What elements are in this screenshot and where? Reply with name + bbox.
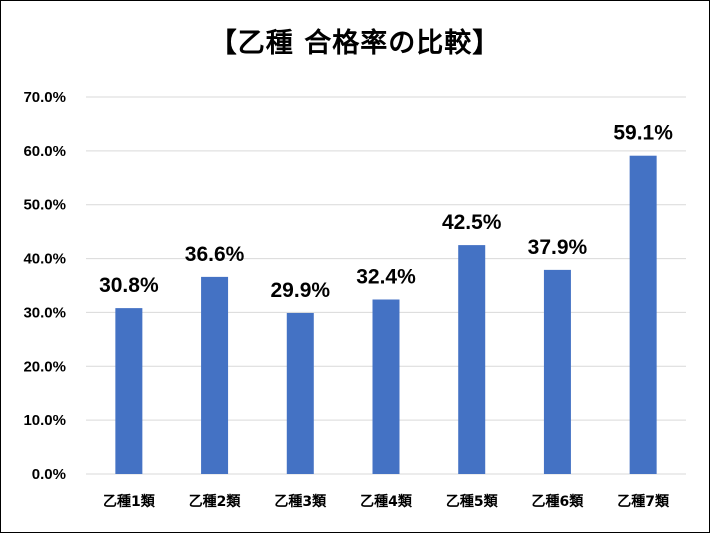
data-label: 30.8%: [99, 274, 159, 297]
data-label: 37.9%: [528, 236, 588, 259]
y-tick-label: 20.0%: [23, 358, 66, 375]
y-tick-label: 70.0%: [23, 89, 66, 106]
data-label: 59.1%: [613, 122, 673, 145]
bar: [372, 299, 400, 474]
x-category-label: 乙種5類: [446, 493, 499, 510]
x-category-label: 乙種6類: [532, 493, 585, 510]
y-tick-label: 0.0%: [32, 466, 66, 483]
x-axis-categories: 乙種1類 乙種2類 乙種3類 乙種4類 乙種5類 乙種6類 乙種7類: [103, 493, 670, 510]
x-category-label: 乙種4類: [360, 493, 413, 510]
bar: [201, 276, 229, 474]
x-category-label: 乙種1類: [103, 493, 156, 510]
y-tick-label: 10.0%: [23, 412, 66, 429]
chart-title: 【乙種 合格率の比較】: [209, 28, 501, 59]
y-tick-label: 60.0%: [23, 143, 66, 160]
bar: [543, 269, 571, 474]
y-tick-label: 40.0%: [23, 251, 66, 268]
bar: [458, 245, 486, 474]
data-label: 42.5%: [442, 211, 502, 234]
x-category-label: 乙種3類: [274, 493, 327, 510]
bar: [115, 308, 143, 474]
data-label: 32.4%: [356, 266, 416, 289]
data-label: 29.9%: [271, 279, 331, 302]
y-tick-label: 30.0%: [23, 304, 66, 321]
data-labels: 30.8% 36.6% 29.9% 32.4% 42.5% 37.9% 59.1%: [99, 122, 673, 302]
bar: [286, 312, 314, 474]
x-category-label: 乙種7類: [617, 493, 670, 510]
data-label: 36.6%: [185, 243, 245, 266]
bar: [629, 155, 657, 474]
x-category-label: 乙種2類: [189, 493, 242, 510]
bars: [115, 155, 657, 474]
y-axis-ticks: 0.0% 10.0% 20.0% 30.0% 40.0% 50.0% 60.0% 70.0%: [23, 89, 66, 483]
y-tick-label: 50.0%: [23, 197, 66, 214]
